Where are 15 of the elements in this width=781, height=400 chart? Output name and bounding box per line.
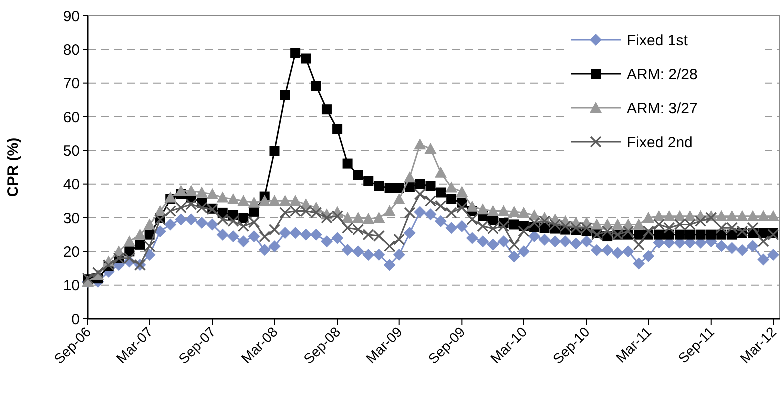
y-tick-label: 30: [63, 210, 80, 228]
y-tick-label: 10: [63, 278, 80, 295]
y-axis-title: CPR (%): [5, 138, 22, 198]
y-tick-label: 70: [63, 76, 80, 93]
y-tick-label: 50: [63, 142, 80, 160]
y-tick-label: 80: [63, 42, 80, 59]
legend-label: ARM: 3/27: [627, 100, 698, 118]
legend-label: ARM: 2/28: [627, 66, 698, 84]
legend-label: Fixed 1st: [627, 32, 689, 50]
y-tick-label: 0: [72, 311, 80, 328]
y-tick-label: 60: [63, 109, 80, 126]
legend-label: Fixed 2nd: [627, 134, 693, 152]
y-tick-label: 20: [63, 244, 80, 261]
y-tick-label: 90: [63, 8, 80, 26]
y-tick-label: 40: [63, 176, 80, 194]
